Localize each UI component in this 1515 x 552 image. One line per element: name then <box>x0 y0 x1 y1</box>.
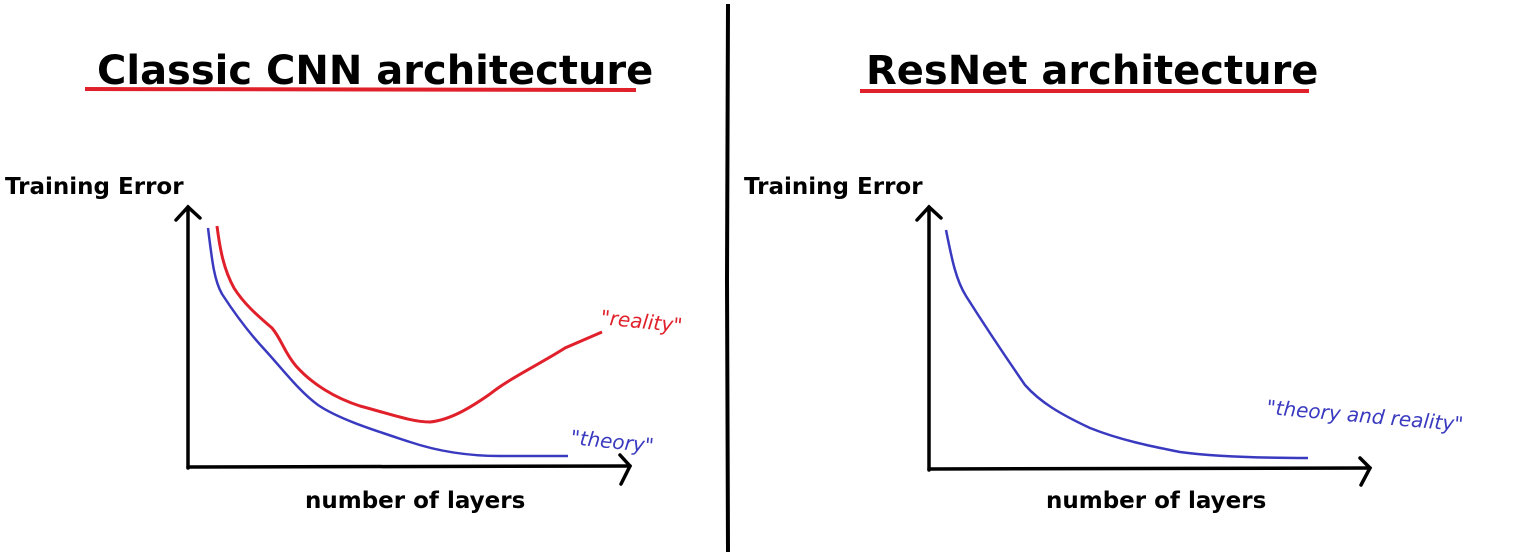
left-panel-title: Classic CNN architecture <box>97 48 654 94</box>
left-theory-curve <box>206 227 568 458</box>
left-x-axis-label: number of layers <box>305 488 526 514</box>
right-axes <box>915 204 1373 487</box>
left-x-axis <box>186 464 632 469</box>
panel-divider <box>724 3 730 552</box>
left-y-axis-arrowhead <box>174 204 202 222</box>
right-y-axis-arrowhead <box>915 204 943 222</box>
left-x-axis-arrowhead <box>618 453 633 486</box>
right-curve <box>944 229 1309 460</box>
left-reality-label: "reality" <box>599 305 683 337</box>
right-x-axis-arrowhead <box>1358 456 1373 487</box>
left-axes <box>174 204 633 486</box>
right-x-axis-label: number of layers <box>1046 488 1267 514</box>
left-y-axis-label: Training Error <box>5 174 184 200</box>
right-panel-title: ResNet architecture <box>866 48 1319 94</box>
left-title-underline <box>84 87 637 92</box>
right-y-axis-label: Training Error <box>744 174 923 200</box>
left-reality-curve <box>215 225 603 424</box>
right-curve-label: "theory and reality" <box>1266 395 1465 436</box>
right-x-axis <box>927 466 1372 471</box>
left-theory-label: "theory" <box>569 425 655 458</box>
